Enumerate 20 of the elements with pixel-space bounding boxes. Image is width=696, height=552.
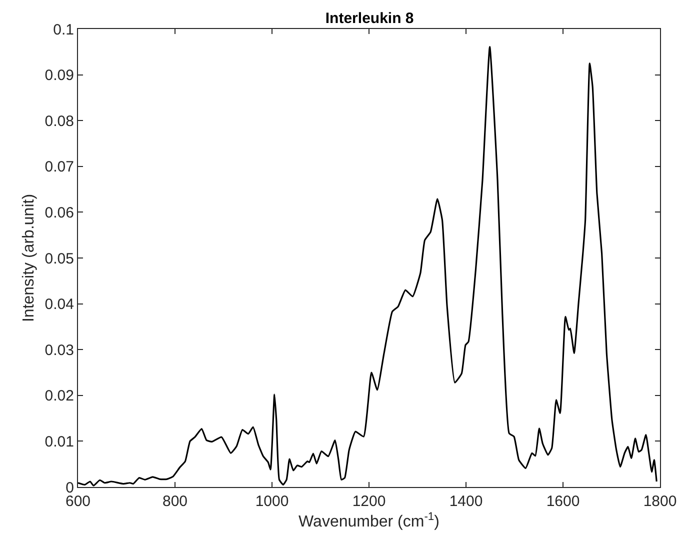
line-series xyxy=(78,46,658,486)
chart-title: Interleukin 8 xyxy=(325,10,414,28)
y-tick-label: 0.09 xyxy=(44,67,74,84)
y-tick-label: 0.08 xyxy=(44,112,74,130)
y-tick-label: 0.02 xyxy=(44,388,74,405)
x-tick-label: 1400 xyxy=(449,493,483,510)
y-tick-label: 0.07 xyxy=(44,158,74,176)
y-tick-label: 0.04 xyxy=(44,296,74,314)
x-tick-label: 800 xyxy=(162,493,188,510)
y-tick-label: 0.05 xyxy=(44,250,74,268)
y-tick-label: 0.1 xyxy=(53,21,74,38)
x-axis-title: Wavenumber (cm$^{-1}$) xyxy=(298,510,440,531)
x-tick-label: 1200 xyxy=(352,493,386,510)
x-tick-label: 1600 xyxy=(546,493,580,510)
x-tick-label: 1000 xyxy=(255,493,289,510)
x-tick-label: 1800 xyxy=(643,493,677,510)
y-tick-label: 0.06 xyxy=(44,204,74,222)
y-tick-label: 0.01 xyxy=(44,433,74,450)
y-tick-label: 0.03 xyxy=(44,342,74,359)
y-axis-title: Intensity (arb.unit) xyxy=(20,194,38,322)
